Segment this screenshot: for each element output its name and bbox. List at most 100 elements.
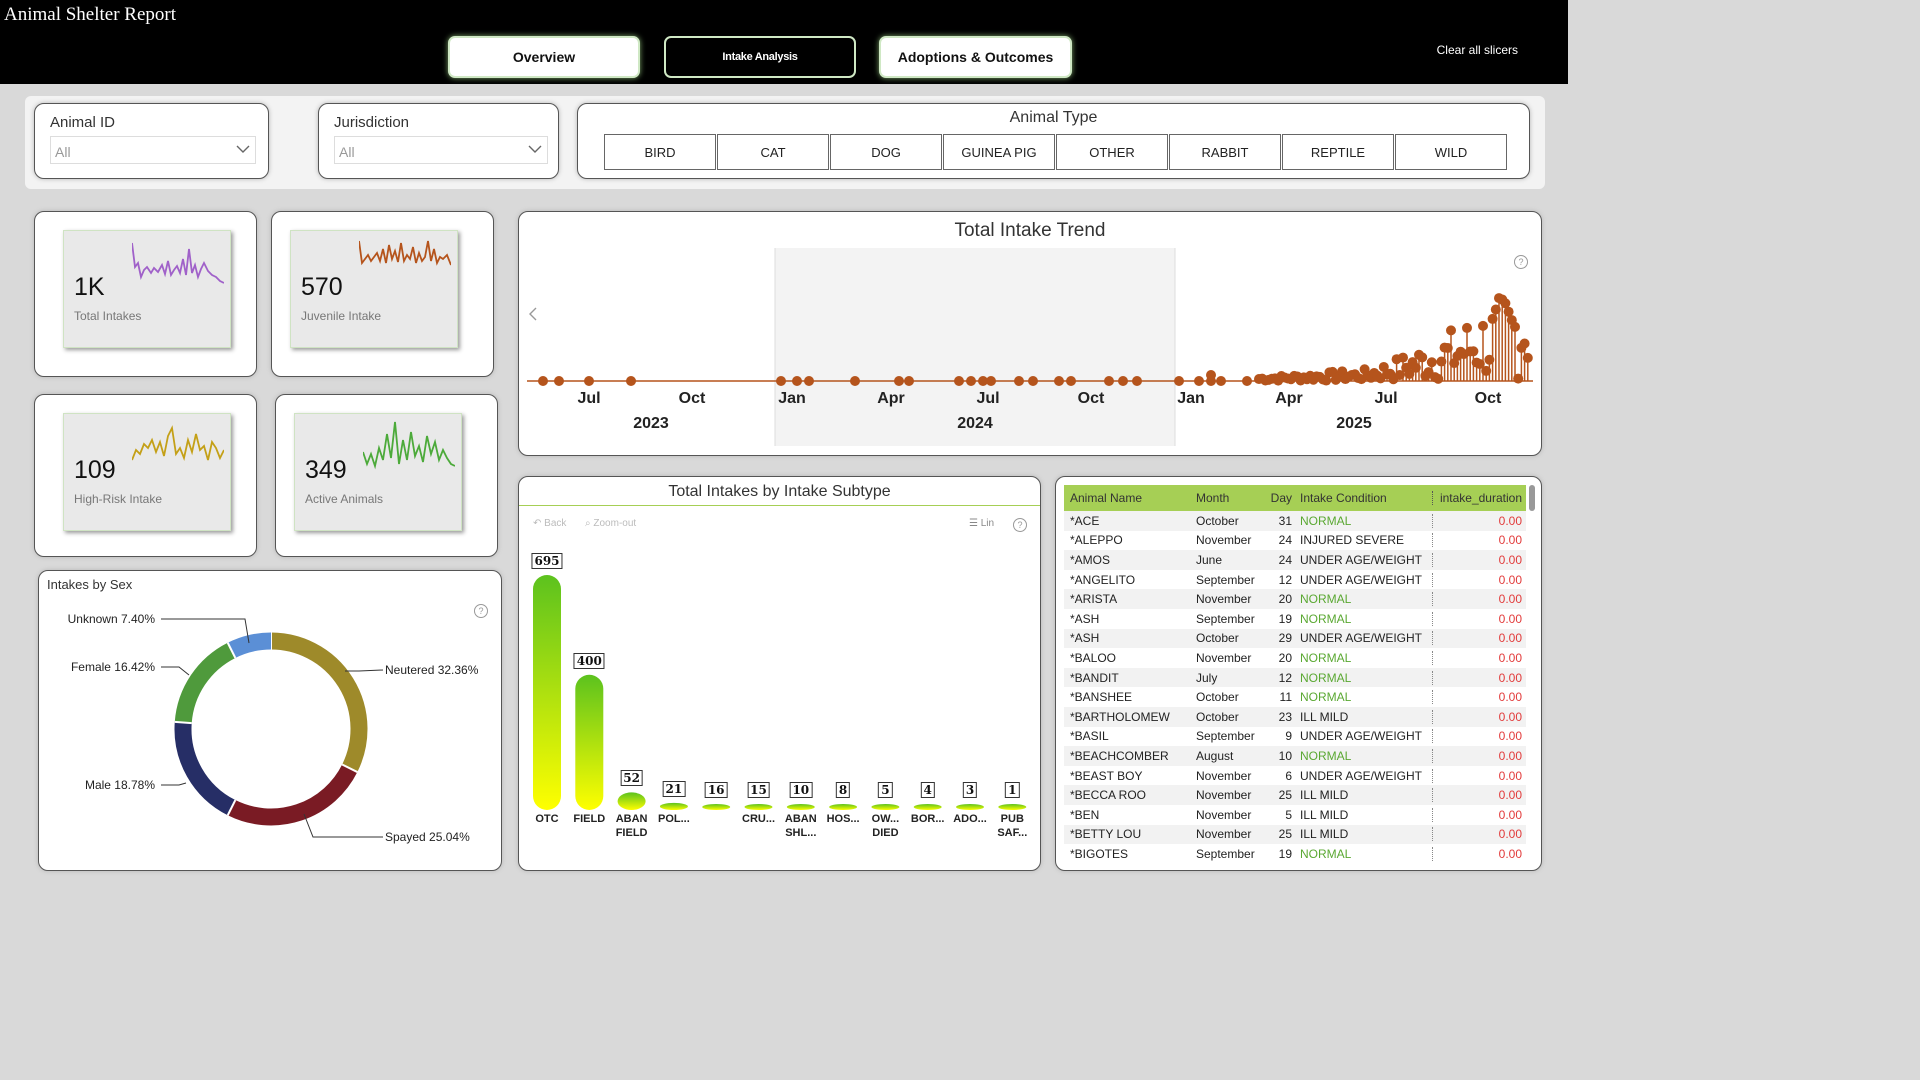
- table-row[interactable]: *BETTY LOU November 25 ILL MILD 0.00: [1064, 824, 1526, 845]
- tab-overview[interactable]: Overview: [448, 36, 640, 78]
- animal-type-other[interactable]: OTHER: [1056, 134, 1168, 170]
- chevron-left-icon[interactable]: [527, 304, 539, 324]
- trend-point[interactable]: [538, 376, 548, 386]
- header-intake-condition[interactable]: Intake Condition: [1300, 491, 1387, 505]
- animal-type-wild[interactable]: WILD: [1395, 134, 1507, 170]
- table-row[interactable]: *BARTHOLOMEW October 23 ILL MILD 0.00: [1064, 706, 1526, 727]
- bar-2[interactable]: [617, 792, 646, 810]
- animal-type-bird[interactable]: BIRD: [604, 134, 716, 170]
- table-row[interactable]: *ARISTA November 20 NORMAL 0.00: [1064, 589, 1526, 609]
- trend-point[interactable]: [986, 376, 996, 386]
- bar-8[interactable]: [871, 804, 900, 810]
- trend-point[interactable]: [1522, 352, 1533, 363]
- trend-point[interactable]: [626, 376, 636, 386]
- trend-point[interactable]: [584, 376, 594, 386]
- table-row[interactable]: *BANSHEE October 11 NORMAL 0.00: [1064, 687, 1526, 707]
- table-row[interactable]: *ALEPPO November 24 INJURED SEVERE 0.00: [1064, 531, 1526, 551]
- table-row[interactable]: *BEN November 5 ILL MILD 0.00: [1064, 805, 1526, 825]
- scale-toggle[interactable]: ☰ Lin: [969, 518, 995, 529]
- trend-point[interactable]: [1503, 306, 1514, 317]
- donut-slice-spayed[interactable]: [227, 764, 358, 826]
- trend-point[interactable]: [1478, 320, 1488, 331]
- trend-point[interactable]: [1468, 346, 1479, 357]
- bar-11[interactable]: [998, 804, 1027, 810]
- zoom-out-button[interactable]: ⌕ Zoom-out: [585, 518, 637, 529]
- trend-point[interactable]: [894, 376, 904, 386]
- donut-slice-unknown[interactable]: [227, 632, 272, 659]
- table-row[interactable]: *BALOO November 20 NORMAL 0.00: [1064, 648, 1526, 668]
- bar-4[interactable]: [702, 804, 731, 810]
- trend-point[interactable]: [1194, 376, 1204, 386]
- help-icon[interactable]: ?: [474, 604, 488, 618]
- donut-slice-female[interactable]: [174, 642, 236, 724]
- animal-type-cat[interactable]: CAT: [717, 134, 829, 170]
- animal-type-rabbit[interactable]: RABBIT: [1169, 134, 1281, 170]
- trend-point[interactable]: [1132, 376, 1142, 386]
- animal-type-guinea-pig[interactable]: GUINEA PIG: [943, 134, 1055, 170]
- trend-point[interactable]: [904, 376, 914, 386]
- table-row[interactable]: *ASH October 29 UNDER AGE/WEIGHT 0.00: [1064, 628, 1526, 649]
- donut-slice-neutered[interactable]: [270, 632, 368, 773]
- trend-point[interactable]: [1510, 321, 1520, 332]
- table-row[interactable]: *BASIL September 9 UNDER AGE/WEIGHT 0.00: [1064, 727, 1526, 747]
- header-day[interactable]: Day: [1270, 491, 1292, 505]
- trend-point[interactable]: [1066, 376, 1076, 386]
- help-icon[interactable]: ?: [1514, 255, 1528, 269]
- animal-type-reptile[interactable]: REPTILE: [1282, 134, 1394, 170]
- table-row[interactable]: *BEAST BOY November 6 UNDER AGE/WEIGHT 0.00: [1064, 766, 1526, 786]
- trend-point[interactable]: [1118, 376, 1128, 386]
- trend-point[interactable]: [850, 376, 860, 386]
- jurisdiction-dropdown[interactable]: All: [334, 136, 548, 164]
- trend-point[interactable]: [1216, 376, 1226, 386]
- trend-point[interactable]: [1014, 376, 1024, 386]
- table-row[interactable]: *ASH September 19 NORMAL 0.00: [1064, 609, 1526, 629]
- tab-adoptions-outcomes[interactable]: Adoptions & Outcomes: [879, 36, 1072, 78]
- trend-point[interactable]: [1462, 322, 1472, 333]
- trend-point[interactable]: [966, 376, 976, 386]
- trend-point[interactable]: [1054, 376, 1064, 386]
- bar-0[interactable]: [533, 575, 561, 810]
- table-row[interactable]: *ANGELITO September 12 UNDER AGE/WEIGHT 0.00: [1064, 570, 1526, 590]
- back-button[interactable]: ↶ Back: [533, 518, 567, 529]
- bar-5[interactable]: [744, 804, 773, 810]
- trend-point[interactable]: [1417, 352, 1428, 363]
- help-icon[interactable]: ?: [1013, 518, 1027, 532]
- header-animal-name[interactable]: Animal Name: [1070, 491, 1143, 505]
- header-intake-duration[interactable]: intake_duration: [1432, 491, 1526, 505]
- table-scrollbar[interactable]: [1529, 485, 1535, 511]
- bar-3[interactable]: [659, 802, 688, 810]
- table-row[interactable]: *BANDIT July 12 NORMAL 0.00: [1064, 667, 1526, 688]
- bar-6[interactable]: [786, 804, 815, 810]
- trend-point[interactable]: [1242, 376, 1252, 386]
- trend-point[interactable]: [1028, 376, 1038, 386]
- animal-id-dropdown[interactable]: All: [50, 136, 256, 164]
- bar-7[interactable]: [829, 804, 858, 810]
- header-month[interactable]: Month: [1196, 491, 1230, 505]
- bar-1[interactable]: [575, 674, 604, 810]
- table-row[interactable]: *ACE October 31 NORMAL 0.00: [1064, 511, 1526, 531]
- bar-10[interactable]: [956, 804, 984, 810]
- trend-point[interactable]: [776, 376, 786, 386]
- table-row[interactable]: *BECCA ROO November 25 ILL MILD 0.00: [1064, 785, 1526, 805]
- trend-point[interactable]: [954, 376, 964, 386]
- bar-9[interactable]: [913, 804, 942, 810]
- trend-point[interactable]: [1426, 357, 1437, 368]
- trend-point[interactable]: [1104, 376, 1114, 386]
- trend-point[interactable]: [1174, 376, 1184, 386]
- donut-slice-male[interactable]: [174, 721, 236, 816]
- trend-point[interactable]: [1398, 352, 1408, 363]
- trend-point[interactable]: [792, 376, 802, 386]
- animal-type-dog[interactable]: DOG: [830, 134, 942, 170]
- table-row[interactable]: *BEACHCOMBER August 10 NORMAL 0.00: [1064, 746, 1526, 766]
- trend-point[interactable]: [1446, 325, 1456, 336]
- trend-point[interactable]: [978, 376, 988, 386]
- table-row[interactable]: *BIGOTES September 19 NORMAL 0.00: [1064, 844, 1526, 864]
- trend-point[interactable]: [1519, 338, 1530, 349]
- table-row[interactable]: *AMOS June 24 UNDER AGE/WEIGHT 0.00: [1064, 550, 1526, 570]
- trend-point[interactable]: [1500, 298, 1511, 309]
- trend-point[interactable]: [804, 376, 814, 386]
- clear-slicers-button[interactable]: Clear all slicers: [1436, 43, 1518, 57]
- tab-intake-analysis[interactable]: Intake Analysis: [664, 36, 856, 78]
- trend-point[interactable]: [554, 376, 564, 386]
- trend-point[interactable]: [1206, 370, 1216, 380]
